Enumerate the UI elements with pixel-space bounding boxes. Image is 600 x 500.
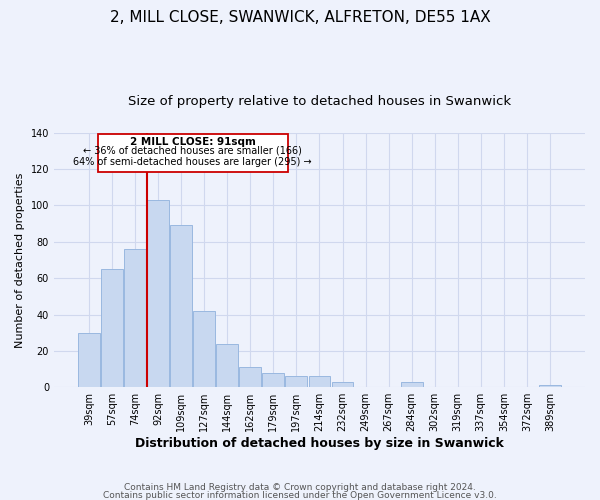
Text: 64% of semi-detached houses are larger (295) →: 64% of semi-detached houses are larger (…	[73, 156, 312, 166]
Bar	[78, 332, 100, 387]
Bar	[124, 249, 146, 387]
Bar	[147, 200, 169, 387]
Bar	[262, 372, 284, 387]
Bar	[101, 269, 123, 387]
Text: ← 36% of detached houses are smaller (166): ← 36% of detached houses are smaller (16…	[83, 146, 302, 156]
Bar	[332, 382, 353, 387]
Bar	[401, 382, 422, 387]
Text: 2, MILL CLOSE, SWANWICK, ALFRETON, DE55 1AX: 2, MILL CLOSE, SWANWICK, ALFRETON, DE55 …	[110, 10, 490, 25]
Bar	[193, 311, 215, 387]
Text: 2 MILL CLOSE: 91sqm: 2 MILL CLOSE: 91sqm	[130, 138, 256, 147]
Bar	[539, 386, 561, 387]
Text: Contains HM Land Registry data © Crown copyright and database right 2024.: Contains HM Land Registry data © Crown c…	[124, 483, 476, 492]
Y-axis label: Number of detached properties: Number of detached properties	[15, 172, 25, 348]
Title: Size of property relative to detached houses in Swanwick: Size of property relative to detached ho…	[128, 95, 511, 108]
Bar	[170, 226, 192, 387]
Bar	[217, 344, 238, 387]
Bar	[308, 376, 331, 387]
Bar	[239, 367, 261, 387]
Text: Contains public sector information licensed under the Open Government Licence v3: Contains public sector information licen…	[103, 490, 497, 500]
Bar	[286, 376, 307, 387]
X-axis label: Distribution of detached houses by size in Swanwick: Distribution of detached houses by size …	[135, 437, 504, 450]
